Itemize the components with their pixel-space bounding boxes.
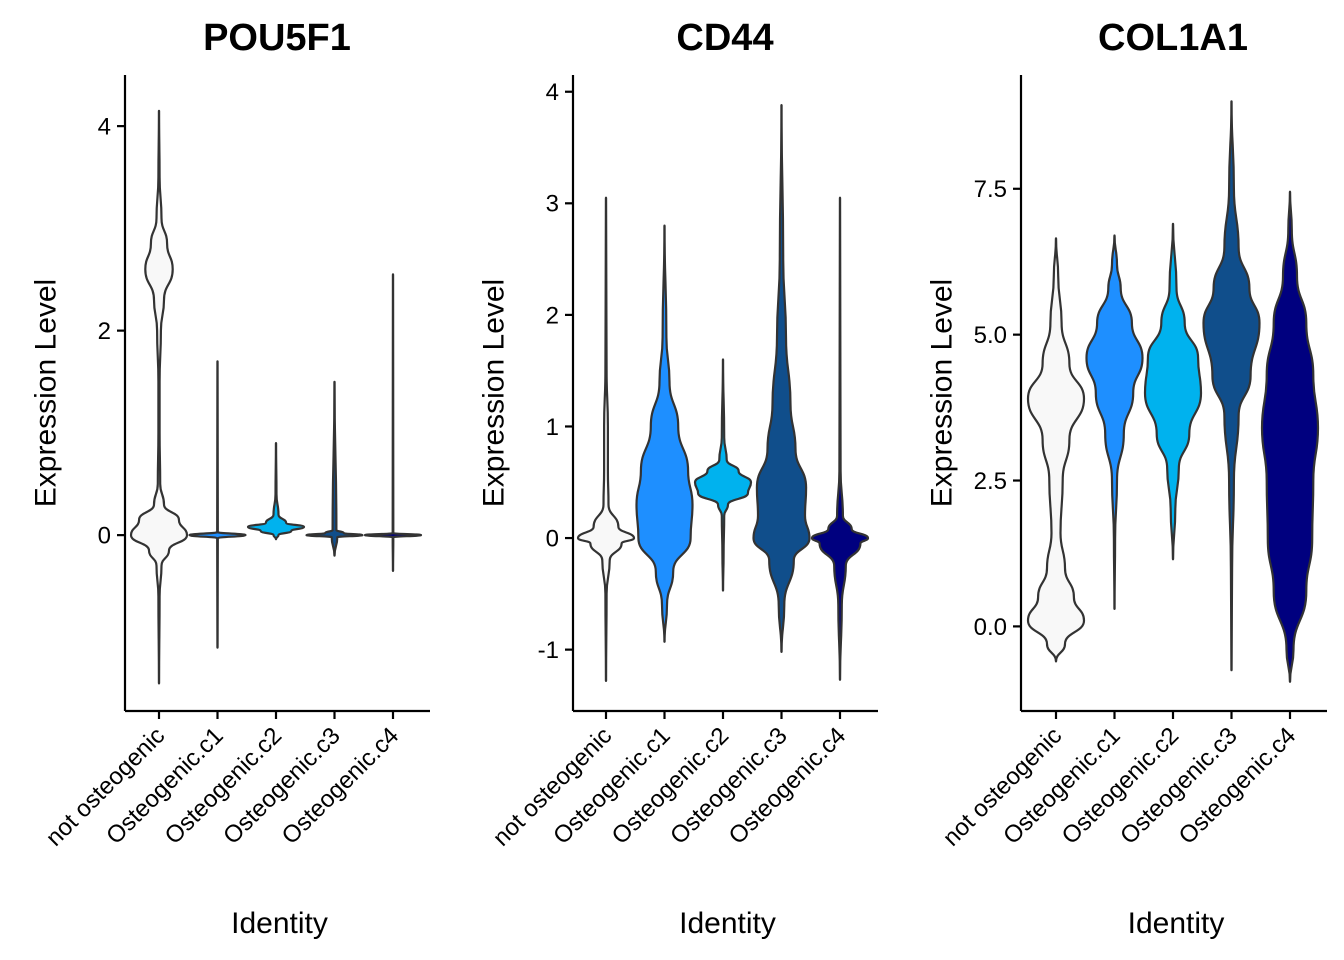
violin-shape <box>246 442 306 541</box>
violin-osteogenic-c4 <box>1260 190 1320 683</box>
panel-col1a1: COL1A1 Expression Level Identity 0.0 2.5 5.0 7… <box>926 17 1327 940</box>
violin-shape <box>810 196 870 681</box>
violin-shape <box>363 273 423 572</box>
panel-title: CD44 <box>676 17 773 59</box>
violin-osteogenic-c1 <box>1085 234 1144 610</box>
violin-osteogenic-c4 <box>363 273 423 572</box>
violin-shape <box>129 109 189 685</box>
y-tick-label: 2 <box>98 318 111 345</box>
y-tick-label: 5.0 <box>974 322 1007 349</box>
y-tick-label: 0 <box>546 525 559 552</box>
violin-osteogenic-c2 <box>693 358 753 592</box>
violin-osteogenic-c4 <box>810 196 870 681</box>
y-tick-label: 2 <box>546 302 559 329</box>
violin-osteogenic-c3 <box>1202 100 1261 672</box>
violin-shape <box>1260 190 1320 683</box>
x-axis-title: Identity <box>231 907 328 940</box>
violin-shape <box>188 360 247 649</box>
x-axis-title: Identity <box>1128 907 1225 940</box>
panel-title: COL1A1 <box>1098 17 1248 59</box>
violin-osteogenic-c1 <box>635 224 694 643</box>
y-axis-title: Expression Level <box>926 279 959 507</box>
violin-osteogenic-c3 <box>305 380 364 557</box>
violin-not-osteogenic <box>129 109 189 685</box>
violin-osteogenic-c3 <box>752 103 811 653</box>
y-axis-title: Expression Level <box>478 279 511 507</box>
y-tick-label: 2.5 <box>974 468 1007 495</box>
violin-shape <box>576 196 636 682</box>
y-tick-label: 1 <box>546 414 559 441</box>
violin-shape <box>1202 100 1261 672</box>
violin-shape <box>1143 222 1203 561</box>
violin-not-osteogenic <box>1026 237 1086 663</box>
violin-shape <box>1026 237 1086 663</box>
y-tick-label: 4 <box>546 79 559 106</box>
y-tick-label: 0 <box>98 523 111 550</box>
violin-shape <box>1085 234 1144 610</box>
y-tick-label: 7.5 <box>974 176 1007 203</box>
y-tick-label: 4 <box>98 114 111 141</box>
violin-shape <box>752 103 811 653</box>
y-tick-label: 3 <box>546 191 559 218</box>
violin-not-osteogenic <box>576 196 636 682</box>
x-axis-title: Identity <box>679 907 776 940</box>
y-axis-title: Expression Level <box>30 279 63 507</box>
violin-shape <box>693 358 753 592</box>
violin-osteogenic-c2 <box>1143 222 1203 561</box>
y-tick-label: -1 <box>538 637 559 664</box>
y-tick-label: 0.0 <box>974 614 1007 641</box>
violin-shape <box>305 380 364 557</box>
violin-osteogenic-c2 <box>246 442 306 541</box>
violin-shape <box>635 224 694 643</box>
panel-title: POU5F1 <box>203 17 351 59</box>
violin-osteogenic-c1 <box>188 360 247 649</box>
